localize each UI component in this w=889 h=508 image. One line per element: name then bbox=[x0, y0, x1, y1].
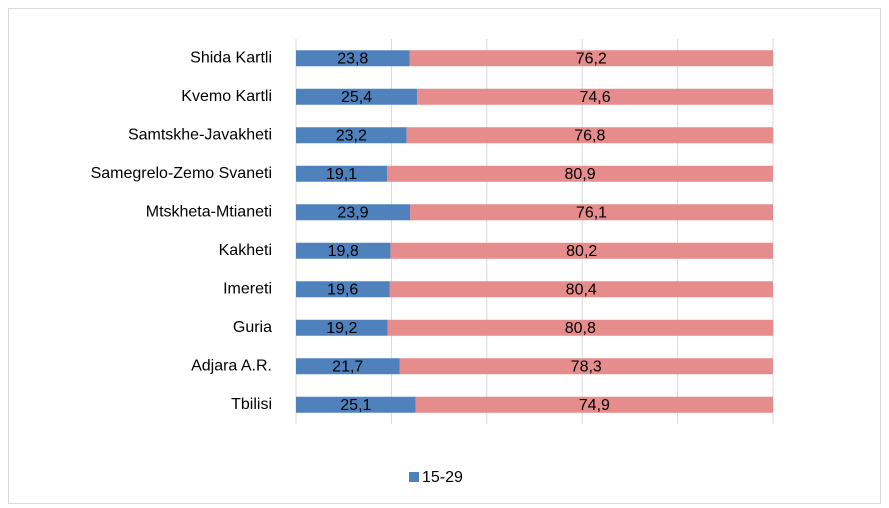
category-label: Mtskheta-Mtianeti bbox=[146, 203, 272, 220]
bar-segment bbox=[296, 204, 411, 221]
bar-segment bbox=[296, 127, 407, 144]
value-label: 76,1 bbox=[576, 204, 607, 221]
value-label: 74,6 bbox=[580, 89, 611, 106]
value-label: 74,9 bbox=[579, 397, 610, 414]
value-label: 21,7 bbox=[332, 358, 363, 375]
category-label: Kvemo Kartli bbox=[181, 88, 272, 105]
category-label: Samegrelo-Zemo Svaneti bbox=[91, 165, 272, 182]
category-label: Guria bbox=[233, 319, 272, 336]
bar-segment bbox=[296, 281, 390, 298]
category-label: Adjara A.R. bbox=[191, 357, 272, 374]
value-label: 76,2 bbox=[576, 50, 607, 67]
bar-segment bbox=[406, 127, 773, 144]
bar-segment bbox=[390, 242, 773, 259]
bar-segment bbox=[296, 165, 388, 182]
bar-segment bbox=[296, 319, 388, 336]
category-label: Imereti bbox=[223, 280, 272, 297]
value-label: 19,6 bbox=[327, 281, 358, 298]
bar-segment bbox=[296, 242, 391, 259]
value-label: 19,1 bbox=[326, 166, 357, 183]
value-label: 80,8 bbox=[565, 320, 596, 337]
value-label: 25,4 bbox=[341, 89, 372, 106]
value-label: 80,4 bbox=[566, 281, 597, 298]
value-label: 23,2 bbox=[336, 127, 367, 144]
category-label: Kakheti bbox=[219, 242, 272, 259]
value-label: 19,2 bbox=[326, 320, 357, 337]
bar-segment bbox=[296, 396, 416, 413]
category-label: Samtskhe-Javakheti bbox=[128, 126, 272, 143]
bar-segment bbox=[409, 50, 773, 67]
value-label: 80,2 bbox=[566, 243, 597, 260]
legend-swatch bbox=[409, 472, 419, 482]
bar-segment bbox=[387, 319, 773, 336]
value-label: 23,8 bbox=[337, 50, 368, 67]
value-label: 23,9 bbox=[337, 204, 368, 221]
value-label: 80,9 bbox=[564, 166, 595, 183]
bar-segment bbox=[399, 358, 773, 375]
value-label: 25,1 bbox=[340, 397, 371, 414]
bar-segment bbox=[410, 204, 773, 221]
bar-segment bbox=[296, 50, 410, 67]
bar-segment bbox=[387, 165, 773, 182]
bar-segment bbox=[417, 88, 773, 105]
bar-segment bbox=[296, 358, 400, 375]
bar-segment bbox=[389, 281, 773, 298]
value-label: 76,8 bbox=[574, 127, 605, 144]
category-label: Shida Kartli bbox=[190, 49, 272, 66]
bar-segment bbox=[415, 396, 773, 413]
legend-label: 15-29 bbox=[422, 469, 463, 486]
category-label: Tbilisi bbox=[231, 396, 272, 413]
value-label: 78,3 bbox=[571, 358, 602, 375]
bar-segment bbox=[296, 88, 418, 105]
value-label: 19,8 bbox=[328, 243, 359, 260]
